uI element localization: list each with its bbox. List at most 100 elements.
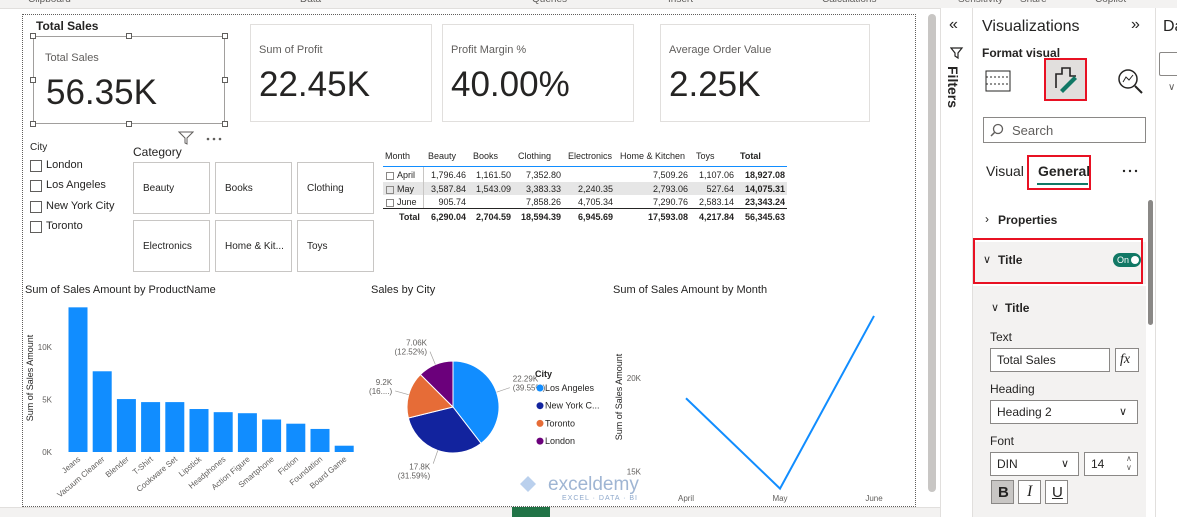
slicer-checkbox[interactable] bbox=[30, 180, 42, 193]
leader-line bbox=[429, 351, 436, 365]
data-label: 7.06K bbox=[406, 339, 428, 348]
slicer-item[interactable]: Los Angeles bbox=[46, 179, 106, 192]
card-label: Average Order Value bbox=[669, 44, 772, 56]
matrix-row-label: Total bbox=[399, 212, 420, 223]
slicer-item[interactable]: New York City bbox=[46, 199, 115, 212]
format-visual-icon[interactable] bbox=[1050, 64, 1080, 94]
resize-handle bbox=[126, 33, 132, 39]
legend-title: City bbox=[535, 369, 552, 379]
slicer-checkbox[interactable] bbox=[30, 160, 42, 172]
collapse-icon[interactable]: « bbox=[949, 16, 958, 33]
legend-marker bbox=[536, 384, 544, 392]
kpi-card[interactable]: Sum of Profit 22.45K bbox=[250, 24, 432, 122]
leader-line bbox=[432, 450, 439, 464]
slicer-item[interactable]: London bbox=[46, 159, 83, 171]
pane-scrollbar[interactable] bbox=[1148, 200, 1153, 325]
tab-visual[interactable]: Visual bbox=[986, 163, 1024, 179]
kpi-card[interactable]: Average Order Value 2.25K bbox=[660, 24, 870, 122]
search-box[interactable]: Search bbox=[983, 117, 1146, 143]
data-chevron[interactable]: ∨ bbox=[1168, 82, 1176, 93]
legend-marker bbox=[536, 419, 544, 427]
slicer-tile[interactable]: Clothing bbox=[297, 162, 374, 214]
properties-section[interactable]: Properties bbox=[998, 213, 1058, 227]
heading-chevron: ∨ bbox=[1119, 406, 1128, 418]
title-chevron[interactable]: ∨ bbox=[983, 254, 992, 266]
visual-more-options[interactable] bbox=[206, 137, 224, 142]
legend-marker bbox=[536, 437, 544, 445]
build-visual-icon[interactable] bbox=[983, 66, 1013, 96]
search-icon bbox=[990, 123, 1004, 137]
pie-slice bbox=[452, 360, 500, 445]
matrix-cell: 56,345.63 bbox=[744, 212, 785, 223]
bar bbox=[92, 371, 112, 452]
heading-select[interactable]: Heading 2 bbox=[990, 400, 1138, 424]
card-value: 2.25K bbox=[669, 65, 761, 104]
matrix-cell: 3,587.84 bbox=[430, 183, 466, 194]
properties-chevron[interactable]: › bbox=[985, 212, 989, 226]
bar bbox=[213, 412, 233, 452]
matrix-cell: 905.74 bbox=[438, 197, 466, 208]
kpi-card[interactable]: Profit Margin % 40.00% bbox=[442, 24, 634, 122]
watermark-name: exceldemy bbox=[548, 474, 639, 495]
expand-icon[interactable]: » bbox=[1131, 16, 1140, 33]
bold-button[interactable]: B bbox=[991, 480, 1014, 504]
slicer-tile[interactable]: Home & Kit... bbox=[215, 220, 292, 272]
matrix-cell: 17,593.08 bbox=[647, 212, 688, 223]
leader-line bbox=[496, 387, 510, 393]
format-visual-tab[interactable] bbox=[1044, 58, 1086, 100]
fx-button[interactable]: fx bbox=[1115, 348, 1139, 372]
expand-button[interactable] bbox=[386, 199, 394, 208]
slicer-title: Category bbox=[133, 145, 182, 159]
slicer-tile[interactable]: Beauty bbox=[133, 162, 210, 214]
canvas-scrollbar[interactable] bbox=[928, 14, 936, 492]
matrix-row-label: June bbox=[397, 197, 417, 208]
expand-button[interactable] bbox=[386, 172, 394, 180]
slicer-tile[interactable]: Books bbox=[215, 162, 292, 214]
title-section[interactable]: Title bbox=[998, 253, 1023, 267]
font-size-input[interactable]: 14 bbox=[1084, 452, 1138, 476]
font-size-spinner[interactable]: ∧ ∨ bbox=[1126, 454, 1132, 472]
y-tick-label: 0K bbox=[42, 448, 52, 457]
slicer-title: City bbox=[30, 142, 48, 153]
matrix-cell: 7,290.76 bbox=[652, 197, 688, 208]
analytics-icon[interactable] bbox=[1115, 66, 1145, 96]
tab-general[interactable]: General bbox=[1038, 163, 1091, 179]
font-select[interactable]: DIN bbox=[990, 452, 1079, 476]
underline-button[interactable]: U bbox=[1045, 480, 1068, 504]
italic-button[interactable]: I bbox=[1018, 480, 1041, 504]
visual-title: Total Sales bbox=[36, 19, 99, 33]
slicer-item[interactable]: Toronto bbox=[46, 219, 83, 232]
bar bbox=[189, 409, 209, 452]
page-tabs-bar bbox=[0, 507, 940, 517]
title-subsection[interactable]: Title bbox=[1005, 301, 1030, 315]
pane-title: Visualizations bbox=[982, 18, 1080, 35]
title-text-input[interactable]: Total Sales bbox=[990, 348, 1110, 372]
data-label: 22.29K bbox=[513, 375, 539, 384]
data-search-box[interactable] bbox=[1159, 52, 1177, 76]
chart-title: Sales by City bbox=[371, 284, 436, 296]
resize-handle bbox=[126, 121, 132, 127]
matrix-cell: 4,705.34 bbox=[577, 197, 613, 208]
slicer-tile[interactable]: Toys bbox=[297, 220, 374, 272]
ribbon-group-label: Share bbox=[1020, 0, 1047, 5]
slicer-tile[interactable]: Electronics bbox=[133, 220, 210, 272]
expand-button[interactable] bbox=[386, 185, 394, 194]
more-options[interactable] bbox=[1121, 168, 1141, 174]
slicer-checkbox[interactable] bbox=[30, 220, 42, 233]
matrix-cell: 2,583.14 bbox=[698, 197, 734, 208]
kpi-card[interactable]: Total Sales 56.35K bbox=[33, 36, 225, 124]
subtitle-chevron[interactable]: ∨ bbox=[991, 302, 1000, 314]
bar bbox=[334, 445, 354, 452]
matrix-cell: 7,352.80 bbox=[525, 170, 561, 180]
visual-filter-icon[interactable] bbox=[178, 131, 194, 145]
title-toggle[interactable]: On bbox=[1113, 253, 1141, 267]
resize-handle bbox=[222, 77, 228, 83]
matrix-cell: 7,509.26 bbox=[652, 170, 688, 180]
matrix-header: Home & Kitchen bbox=[620, 151, 686, 161]
ribbon-strip bbox=[0, 0, 1177, 9]
matrix-header-line bbox=[383, 166, 787, 167]
slicer-checkbox[interactable] bbox=[30, 200, 42, 213]
filters-title[interactable]: Filters bbox=[945, 66, 961, 109]
pie-slice bbox=[407, 406, 482, 454]
active-page-tab[interactable] bbox=[512, 507, 550, 517]
